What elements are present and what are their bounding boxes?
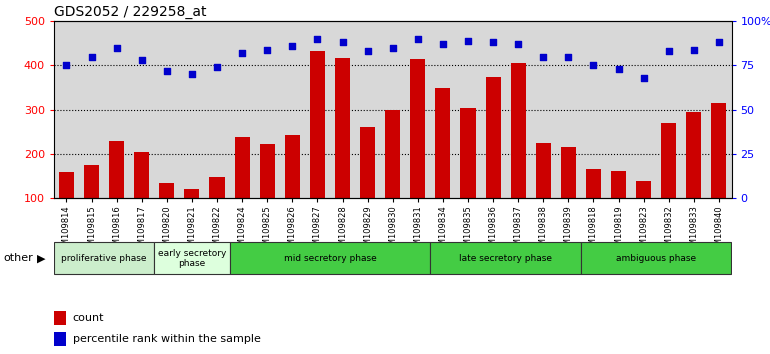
Bar — [686, 112, 701, 242]
Bar — [159, 183, 174, 242]
Bar — [561, 147, 576, 242]
Bar — [536, 143, 551, 242]
Point — [588, 63, 600, 68]
Point — [487, 40, 499, 45]
Text: count: count — [73, 313, 105, 323]
Point — [286, 43, 299, 49]
Point — [85, 54, 98, 59]
Bar — [435, 88, 450, 242]
Bar — [385, 110, 400, 242]
FancyBboxPatch shape — [581, 242, 732, 274]
Point — [336, 40, 349, 45]
Bar — [54, 332, 66, 346]
Point — [663, 48, 675, 54]
Bar — [209, 177, 225, 242]
Bar — [586, 170, 601, 242]
Text: mid secretory phase: mid secretory phase — [283, 254, 377, 263]
Bar — [360, 127, 375, 242]
Text: early secretory
phase: early secretory phase — [158, 249, 226, 268]
Point — [311, 36, 323, 42]
Text: ▶: ▶ — [37, 253, 45, 263]
Point — [562, 54, 574, 59]
Point — [261, 47, 273, 52]
Point — [688, 47, 700, 52]
Text: GDS2052 / 229258_at: GDS2052 / 229258_at — [54, 5, 206, 19]
Bar — [59, 172, 74, 242]
Point — [537, 54, 550, 59]
Point — [186, 72, 198, 77]
Text: percentile rank within the sample: percentile rank within the sample — [73, 334, 261, 344]
Bar — [109, 141, 124, 242]
FancyBboxPatch shape — [229, 242, 430, 274]
Point — [713, 40, 725, 45]
Bar — [511, 63, 526, 242]
Point — [136, 57, 148, 63]
Point — [638, 75, 650, 81]
Point — [612, 66, 624, 72]
Text: ambiguous phase: ambiguous phase — [616, 254, 696, 263]
FancyBboxPatch shape — [154, 242, 229, 274]
Text: proliferative phase: proliferative phase — [62, 254, 147, 263]
Bar — [486, 76, 500, 242]
Bar — [611, 171, 626, 242]
Point — [236, 50, 248, 56]
Point — [161, 68, 173, 74]
Bar — [335, 58, 350, 242]
Bar — [259, 144, 275, 242]
FancyBboxPatch shape — [430, 242, 581, 274]
FancyBboxPatch shape — [54, 242, 154, 274]
Bar — [184, 189, 199, 242]
Bar — [661, 123, 676, 242]
Bar — [84, 165, 99, 242]
Point — [211, 64, 223, 70]
Point — [60, 63, 72, 68]
Point — [462, 38, 474, 44]
Point — [387, 45, 399, 51]
Bar — [54, 312, 66, 325]
Bar — [285, 135, 300, 242]
Bar — [636, 181, 651, 242]
Bar — [460, 108, 476, 242]
Bar — [235, 137, 249, 242]
Bar — [711, 103, 726, 242]
Bar — [310, 51, 325, 242]
Point — [512, 41, 524, 47]
Text: other: other — [4, 253, 34, 263]
Text: late secretory phase: late secretory phase — [459, 254, 552, 263]
Bar — [134, 152, 149, 242]
Point — [437, 41, 449, 47]
Point — [361, 48, 373, 54]
Point — [412, 36, 424, 42]
Point — [110, 45, 122, 51]
Bar — [410, 59, 425, 242]
